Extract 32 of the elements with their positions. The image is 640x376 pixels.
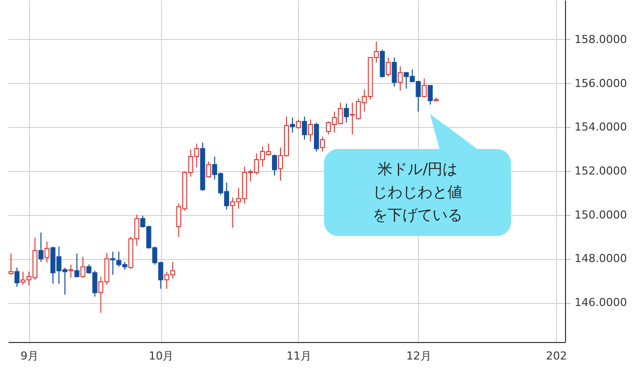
candlestick <box>392 56 397 88</box>
candlestick <box>206 161 212 178</box>
y-tick-label: 150.0000 <box>574 208 627 222</box>
candlestick <box>428 85 433 106</box>
candlestick <box>386 56 391 78</box>
x-tick-label: 9月 <box>20 350 38 362</box>
candlestick <box>422 78 427 98</box>
y-tick-label: 152.0000 <box>574 164 627 178</box>
annotation: 米ドル/円はじわじわと値を下げている <box>372 158 464 226</box>
candlestick <box>8 253 14 276</box>
x-tick-label: 10月 <box>148 350 174 362</box>
candlestick <box>272 154 278 176</box>
x-tick-label: 12月 <box>406 350 432 362</box>
y-tick-label: 156.0000 <box>574 76 627 90</box>
y-tick-label: 146.0000 <box>574 296 627 310</box>
x-tick-label: 202 <box>546 350 568 362</box>
candlestick <box>80 256 86 278</box>
candlestick <box>14 267 20 288</box>
candlestick <box>344 102 349 124</box>
candlestick <box>44 241 50 264</box>
y-tick-label: 154.0000 <box>574 120 627 134</box>
y-tick-label: 148.0000 <box>574 252 627 266</box>
candlestick <box>38 232 44 262</box>
y-tick-label: 158.0000 <box>574 32 627 46</box>
candlestick <box>308 118 313 142</box>
candlestick <box>302 116 307 140</box>
candlestick <box>398 66 403 92</box>
candlestick <box>74 253 80 278</box>
candlestick <box>290 117 295 134</box>
candlestick <box>68 264 74 278</box>
candlestick <box>320 136 325 152</box>
x-tick-label: 11月 <box>286 350 312 362</box>
